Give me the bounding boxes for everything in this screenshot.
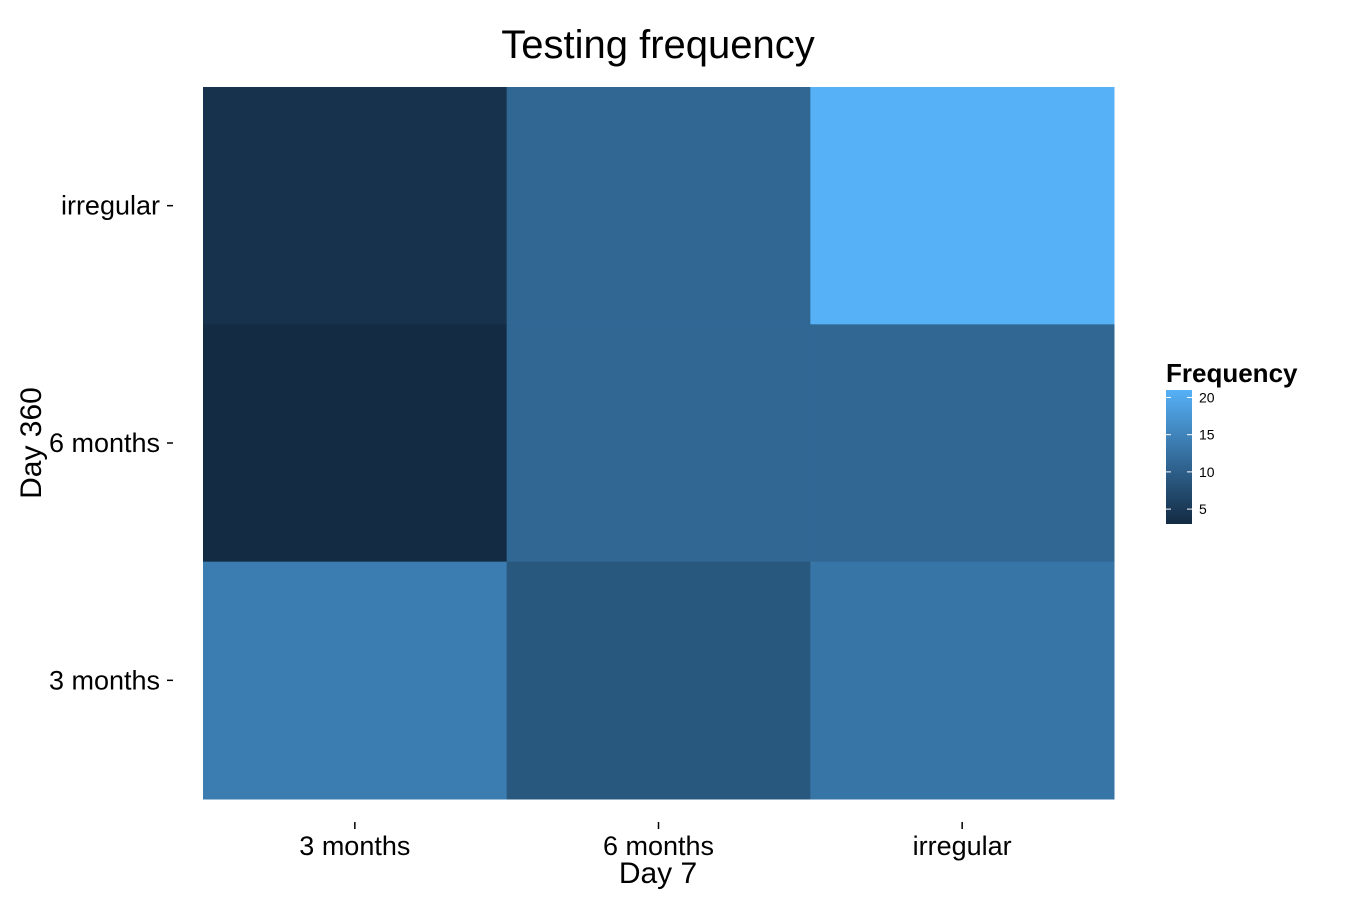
heatmap-cell bbox=[506, 324, 811, 563]
legend-tick-label: 10 bbox=[1199, 464, 1215, 480]
heatmap-cell bbox=[506, 561, 811, 800]
chart-title: Testing frequency bbox=[501, 23, 815, 67]
y-tick-label: irregular bbox=[61, 191, 160, 221]
heatmap-cell bbox=[203, 324, 508, 563]
y-axis: 3 months 6 months irregular bbox=[49, 191, 173, 695]
y-tick-label: 3 months bbox=[49, 665, 160, 695]
legend-tick-label: 15 bbox=[1199, 427, 1215, 443]
y-tick-label: 6 months bbox=[49, 428, 160, 458]
legend-title: Frequency bbox=[1166, 358, 1298, 388]
legend: Frequency 5 10 15 20 bbox=[1166, 358, 1298, 524]
y-axis-title: Day 360 bbox=[15, 387, 48, 499]
x-axis-title: Day 7 bbox=[619, 857, 697, 890]
x-axis: 3 months 6 months irregular bbox=[299, 822, 1012, 861]
x-tick-label: irregular bbox=[913, 831, 1012, 861]
heatmap-cell bbox=[506, 87, 811, 325]
heatmap-cell bbox=[810, 324, 1115, 563]
heatmap-cells bbox=[203, 87, 1115, 800]
legend-colorbar bbox=[1166, 390, 1192, 524]
heatmap-cell bbox=[203, 87, 508, 325]
heatmap-cell bbox=[810, 561, 1115, 800]
heatmap-cell bbox=[810, 87, 1115, 325]
legend-tick-label: 20 bbox=[1199, 389, 1215, 405]
legend-ticks: 5 10 15 20 bbox=[1166, 389, 1215, 517]
heatmap-cell bbox=[203, 561, 508, 800]
x-tick-label: 3 months bbox=[299, 831, 410, 861]
legend-tick-label: 5 bbox=[1199, 501, 1207, 517]
x-tick-label: 6 months bbox=[603, 831, 714, 861]
